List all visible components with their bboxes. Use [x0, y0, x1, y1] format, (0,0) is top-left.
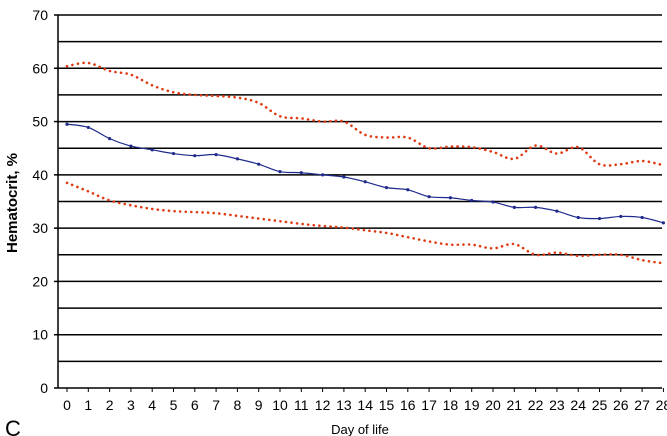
axes — [54, 14, 664, 392]
x-tick-label: 13 — [336, 397, 352, 413]
data-point — [171, 151, 176, 156]
data-point — [65, 122, 69, 126]
x-tick-label: 17 — [421, 397, 437, 413]
data-point — [363, 180, 367, 184]
x-tick-label: 12 — [315, 397, 331, 413]
data-point — [406, 188, 410, 192]
y-tick-label: 60 — [32, 60, 48, 76]
data-point — [150, 148, 154, 152]
x-tick-label: 22 — [528, 397, 544, 413]
data-point — [321, 173, 325, 177]
y-tick-label: 20 — [32, 273, 48, 289]
data-series — [65, 61, 666, 265]
x-tick-label: 18 — [443, 397, 459, 413]
data-point — [534, 205, 538, 209]
data-point — [576, 215, 580, 220]
y-tick-label: 10 — [32, 327, 48, 343]
series-line-solid — [66, 123, 664, 224]
x-tick-labels: 0 1 2 3 4 5 6 7 8 9 10 11 12 13 14 15 16 17 18 19 20 21 22 23 24… — [63, 397, 667, 413]
y-tick-labels: 0 10 20 30 40 50 60 70 — [32, 7, 48, 396]
data-point — [342, 175, 346, 179]
series-line-dotted — [65, 61, 665, 167]
data-point — [427, 195, 431, 199]
data-point — [214, 153, 218, 157]
x-tick-label: 11 — [294, 397, 309, 413]
x-tick-label: 24 — [570, 397, 586, 413]
x-tick-label: 0 — [63, 397, 71, 413]
x-tick-label: 16 — [400, 397, 416, 413]
x-tick-label: 7 — [212, 397, 220, 413]
y-tick-label: 70 — [32, 7, 48, 23]
y-axis-label: Hematocrit, % — [4, 153, 21, 253]
x-tick-label: 21 — [507, 397, 523, 413]
x-tick-label: 1 — [84, 397, 92, 413]
gridlines — [58, 14, 662, 363]
data-point — [512, 205, 516, 209]
x-axis-label: Day of life — [331, 422, 389, 436]
x-tick-label: 9 — [255, 397, 263, 413]
x-tick-label: 6 — [191, 397, 199, 413]
data-point — [661, 221, 666, 225]
data-point — [384, 186, 389, 190]
data-point — [108, 137, 112, 141]
data-point — [470, 198, 474, 203]
x-tick-label: 20 — [485, 397, 501, 413]
panel-label: C — [5, 416, 21, 436]
x-tick-label: 14 — [357, 397, 373, 413]
series-line-dotted — [65, 181, 665, 265]
data-point — [86, 125, 90, 130]
x-tick-label: 15 — [379, 397, 395, 413]
x-tick-label: 19 — [464, 397, 480, 413]
data-point — [278, 170, 282, 174]
data-point — [640, 215, 644, 220]
x-tick-label: 26 — [613, 397, 629, 413]
x-tick-label: 23 — [549, 397, 565, 413]
y-tick-label: 30 — [32, 220, 48, 236]
x-tick-label: 3 — [127, 397, 135, 413]
x-tick-label: 4 — [148, 397, 156, 413]
x-tick-label: 10 — [272, 397, 288, 413]
x-tick-label: 28 — [656, 397, 667, 413]
x-tick-label: 25 — [592, 397, 608, 413]
data-point — [235, 157, 239, 161]
x-tick-label: 5 — [170, 397, 178, 413]
data-point — [597, 216, 602, 221]
data-point — [193, 154, 197, 158]
data-point — [555, 209, 559, 213]
y-tick-label: 50 — [32, 114, 48, 130]
x-tick-label: 2 — [106, 397, 114, 413]
data-point — [619, 214, 623, 219]
y-tick-label: 40 — [32, 167, 48, 183]
data-point — [257, 162, 261, 166]
data-point — [129, 144, 133, 148]
y-tick-label: 0 — [40, 380, 48, 396]
data-point — [299, 171, 303, 175]
x-tick-label: 27 — [634, 397, 650, 413]
data-point — [448, 196, 452, 200]
data-point — [491, 200, 495, 204]
x-tick-label: 8 — [234, 397, 242, 413]
